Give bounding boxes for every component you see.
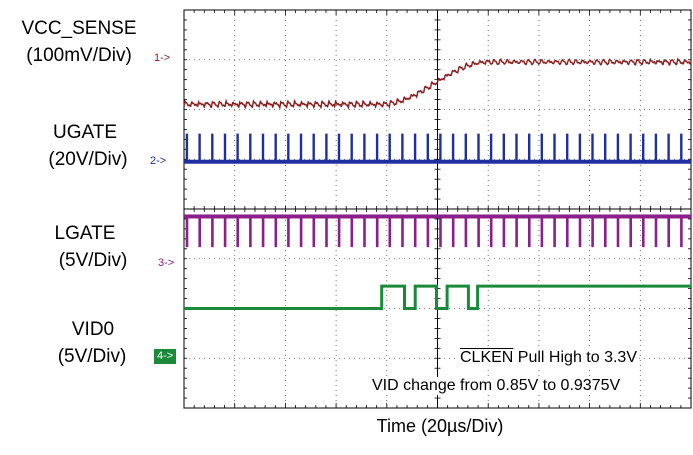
clken-annotation: CLKEN Pull High to 3.3V [458, 349, 639, 367]
ch4-name: VID0 [71, 319, 115, 340]
ch3-lgate-high-level [184, 214, 691, 219]
ch3-scale: (5V/Div) [58, 250, 128, 271]
ch4-marker: 4-> [154, 349, 177, 364]
ch4-scale: (5V/Div) [57, 346, 127, 367]
ch2-name: UGATE [52, 122, 118, 143]
ch1-scale: (100mV/Div) [26, 45, 132, 66]
ch3-marker: 3-> [158, 257, 175, 269]
ch2-ugate-baseline [184, 159, 691, 164]
ch2-scale: (20V/Div) [48, 149, 128, 170]
clken-signal-name: CLKEN [460, 349, 514, 366]
ch2-marker: 2-> [150, 155, 167, 167]
vid-change-annotation: VID change from 0.85V to 0.9375V [370, 377, 623, 395]
ch3-name: LGATE [54, 223, 116, 244]
ch1-name: VCC_SENSE [21, 18, 137, 39]
clken-note-text: Pull High to 3.3V [513, 349, 637, 366]
ch4-vid0-trace [184, 284, 691, 310]
time-axis-label: Time (20µs/Div) [376, 416, 504, 436]
ch1-marker: 1-> [154, 52, 171, 64]
ch1-vcc-sense-trace [183, 57, 692, 111]
